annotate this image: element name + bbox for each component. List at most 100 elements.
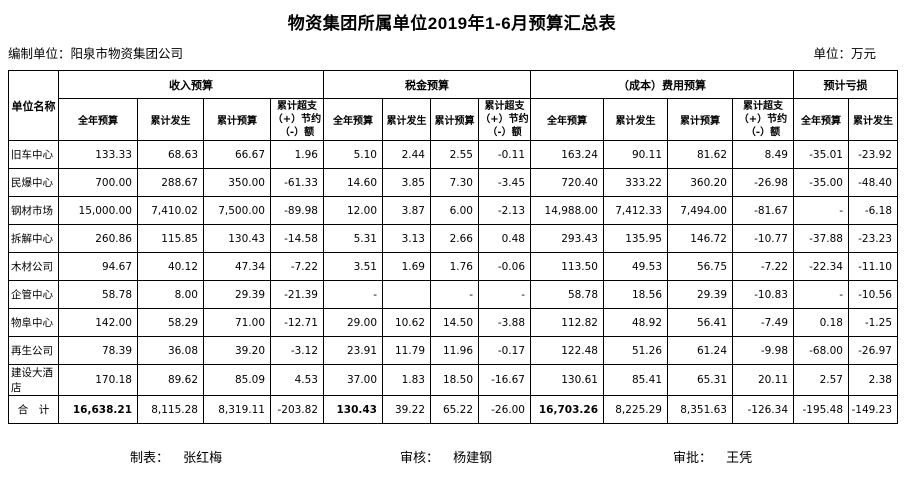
value-cell: 8.00	[137, 280, 204, 309]
value-cell: 2.66	[430, 224, 479, 253]
value-cell: 333.22	[603, 168, 668, 197]
col-header: 累计发生	[137, 98, 204, 141]
value-cell: 7.30	[430, 168, 479, 197]
tabulator-signature: 制表： 张红梅	[130, 447, 222, 466]
table-row: 钢材市场 15,000.00 7,410.02 7,500.00 -89.98 12.00…	[8, 196, 898, 225]
value-cell: 11.96	[430, 336, 479, 365]
col-header: 累计发生	[603, 98, 668, 141]
table-row: 再生公司 78.39 36.08 39.20 -3.12 23.91 11.79 11.96-…	[8, 336, 898, 365]
signature-footer: 制表： 张红梅 审核： 杨建钢 审批： 王凭	[0, 447, 904, 467]
value-cell: 51.26	[603, 336, 668, 365]
value-cell: 85.41	[603, 364, 668, 396]
value-cell: 7,410.02	[137, 196, 204, 225]
unit-name-cell: 木材公司	[8, 252, 59, 281]
value-cell: 130.43	[203, 224, 271, 253]
table-row: 拆解中心 260.86 115.85 130.43 -14.58 5.31 3.13 2.66…	[8, 224, 898, 253]
tabulator-label: 制表：	[130, 451, 170, 466]
value-cell: -	[793, 196, 849, 225]
value-cell: -0.06	[478, 252, 531, 281]
value-cell: -0.17	[478, 336, 531, 365]
value-cell: -3.12	[270, 336, 324, 365]
value-cell: 8,115.28	[137, 395, 204, 424]
value-cell: 8,225.29	[603, 395, 668, 424]
value-cell: -35.01	[793, 140, 849, 169]
value-cell: -10.56	[848, 280, 898, 309]
col-header: 累计发生	[848, 98, 898, 141]
value-cell: 0.48	[478, 224, 531, 253]
value-cell: 14.50	[430, 308, 479, 337]
value-cell: 130.61	[530, 364, 604, 396]
col-header: 累计发生	[382, 98, 431, 141]
value-cell: 6.00	[430, 196, 479, 225]
value-cell: 85.09	[203, 364, 271, 396]
value-cell: 3.85	[382, 168, 431, 197]
value-cell: 142.00	[58, 308, 138, 337]
value-cell: 7,494.00	[667, 196, 733, 225]
value-cell: 14,988.00	[530, 196, 604, 225]
value-cell: 66.67	[203, 140, 271, 169]
table-row: 木材公司 94.67 40.12 47.34 -7.22 3.51 1.69 1.76 -0.0…	[8, 252, 898, 281]
value-cell: 12.00	[323, 196, 383, 225]
value-cell: 350.00	[203, 168, 271, 197]
approver-name: 王凭	[726, 451, 753, 466]
value-cell: -61.33	[270, 168, 324, 197]
value-cell: -26.97	[848, 336, 898, 365]
value-cell: 8,351.63	[667, 395, 733, 424]
value-cell: 5.31	[323, 224, 383, 253]
value-cell: 7,412.33	[603, 196, 668, 225]
unit-name-cell: 再生公司	[8, 336, 59, 365]
value-cell: 115.85	[137, 224, 204, 253]
value-cell: 56.41	[667, 308, 733, 337]
approver-label: 审批：	[673, 451, 713, 466]
value-cell: -37.88	[793, 224, 849, 253]
value-cell: -9.98	[732, 336, 794, 365]
value-cell: -2.13	[478, 196, 531, 225]
value-cell: -203.82	[270, 395, 324, 424]
value-cell: 2.44	[382, 140, 431, 169]
value-cell: 8,319.11	[203, 395, 271, 424]
value-cell: 112.82	[530, 308, 604, 337]
value-cell: 11.79	[382, 336, 431, 365]
col-header: 全年预算	[793, 98, 849, 141]
value-cell: 65.31	[667, 364, 733, 396]
group-header-expected-loss: 预计亏损	[793, 70, 898, 99]
value-cell: 2.38	[848, 364, 898, 396]
value-cell: 20.11	[732, 364, 794, 396]
table-row: 物阜中心 142.00 58.29 71.00 -12.71 29.00 10.62 14.5…	[8, 308, 898, 337]
value-cell	[382, 280, 431, 309]
sub-header-row: 全年预算 累计发生 累计预算 累计超支 （+）节约 （-）额 全年预算 累计发生…	[9, 98, 898, 141]
budget-table: 单位名称 收入预算 税金预算 （成本）费用预算 预计亏损 全年预算 累计发生 累…	[8, 70, 898, 424]
value-cell: 700.00	[58, 168, 138, 197]
unit-label: 单位：万元	[813, 46, 876, 61]
value-cell: -89.98	[270, 196, 324, 225]
value-cell: -	[793, 280, 849, 309]
col-header: 全年预算	[530, 98, 604, 141]
value-cell: 1.69	[382, 252, 431, 281]
value-cell: 18.56	[603, 280, 668, 309]
value-cell: 18.50	[430, 364, 479, 396]
value-cell: -7.22	[732, 252, 794, 281]
reviewer-signature: 审核： 杨建钢	[400, 447, 492, 466]
value-cell: 78.39	[58, 336, 138, 365]
value-cell: -	[478, 280, 531, 309]
value-cell: 89.62	[137, 364, 204, 396]
value-cell: -126.34	[732, 395, 794, 424]
value-cell: 133.33	[58, 140, 138, 169]
col-header: 累计超支 （+）节约 （-）额	[732, 98, 794, 141]
value-cell: 58.29	[137, 308, 204, 337]
group-header-row: 单位名称 收入预算 税金预算 （成本）费用预算 预计亏损	[8, 70, 898, 141]
unit-name-cell: 物阜中心	[8, 308, 59, 337]
value-cell: -21.39	[270, 280, 324, 309]
value-cell: 68.63	[137, 140, 204, 169]
col-header: 累计超支 （+）节约 （-）额	[270, 98, 324, 141]
table-row: 建设大酒店 170.18 89.62 85.09 4.53 37.00 1.83 18.50-…	[8, 364, 898, 396]
table-row: 民爆中心 700.00 288.67 350.00 -61.33 14.60 3.85 7.3…	[8, 168, 898, 197]
value-cell: -10.83	[732, 280, 794, 309]
value-cell: 49.53	[603, 252, 668, 281]
value-cell: 81.62	[667, 140, 733, 169]
value-cell: 56.75	[667, 252, 733, 281]
value-cell: 130.43	[323, 395, 383, 424]
value-cell: 170.18	[58, 364, 138, 396]
value-cell: -68.00	[793, 336, 849, 365]
value-cell: 146.72	[667, 224, 733, 253]
